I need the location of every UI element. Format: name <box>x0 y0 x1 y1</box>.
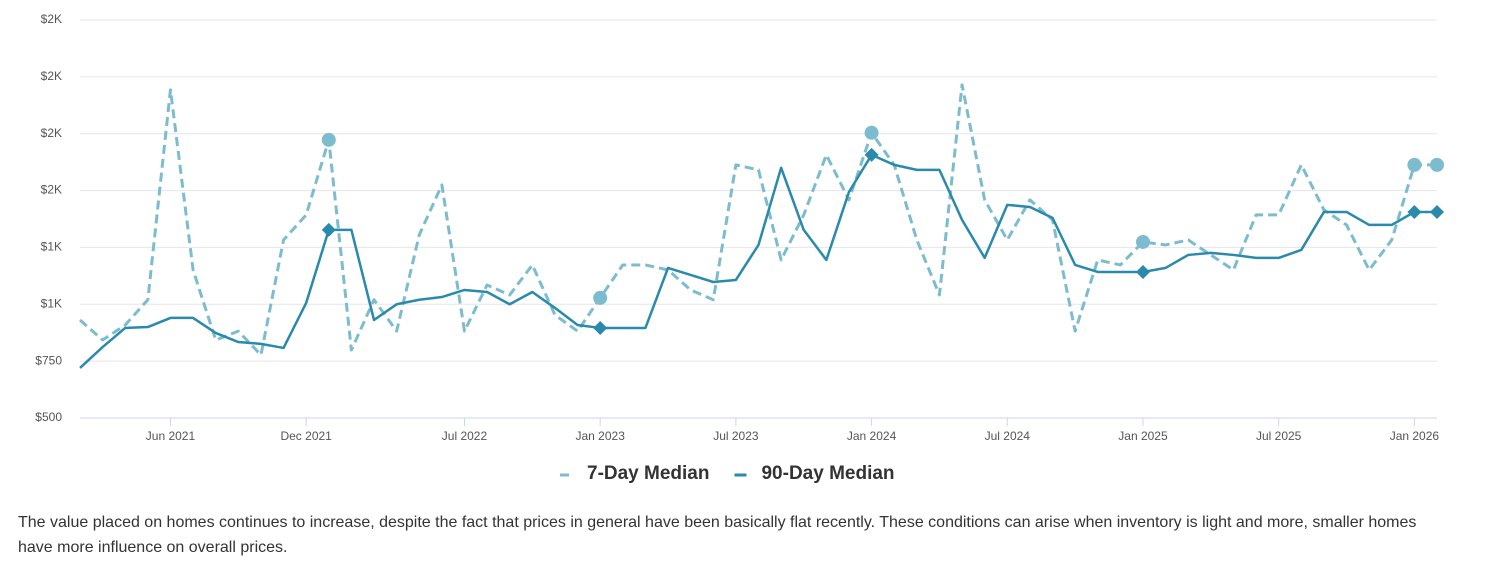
x-tick-label: Jul 2025 <box>1256 429 1302 443</box>
x-tick-label: Jun 2021 <box>146 429 196 443</box>
series-line <box>79 83 1437 357</box>
legend-text: 90-Day Median <box>761 463 894 484</box>
legend-text: 7-Day Median <box>587 463 709 484</box>
x-tick-label: Jul 2023 <box>713 429 759 443</box>
point-marker <box>321 222 336 237</box>
description: The value placed on homes continues to i… <box>18 514 1417 556</box>
point-marker <box>1407 157 1422 172</box>
point-marker <box>1430 157 1444 172</box>
x-tick-label: Dec 2021 <box>280 429 332 443</box>
point-marker <box>1135 234 1150 249</box>
x-tick-label: Jan 2025 <box>1118 429 1168 443</box>
y-tick-label: $1K <box>41 296 62 310</box>
point-marker <box>1430 204 1444 219</box>
x-tick-label: Jan 2024 <box>847 429 897 443</box>
chart: $500 $750 $1K $1K $2K $2K $2K $2K Jun 2021 Dec 20… <box>35 12 1444 484</box>
y-tick-label: $1K <box>41 240 62 254</box>
point-marker <box>1407 204 1422 219</box>
y-tick-label: $500 <box>35 410 62 424</box>
series-line <box>79 153 1437 369</box>
y-tick-label: $2K <box>41 183 62 197</box>
y-tick-label: $2K <box>41 69 62 83</box>
x-tick-label: Jul 2022 <box>442 429 488 443</box>
x-tick-label: Jan 2023 <box>575 429 625 443</box>
y-tick-label: $2K <box>41 12 62 26</box>
y-tick-label: $2K <box>41 126 62 140</box>
point-marker <box>864 147 879 162</box>
point-marker <box>321 132 336 147</box>
y-tick-label: $750 <box>35 353 62 367</box>
x-tick-label: Jan 2026 <box>1390 429 1440 443</box>
point-marker <box>1135 264 1150 279</box>
x-tick-label: Jul 2024 <box>985 429 1031 443</box>
point-marker <box>593 290 608 305</box>
point-marker <box>593 320 608 335</box>
point-marker <box>864 125 879 140</box>
